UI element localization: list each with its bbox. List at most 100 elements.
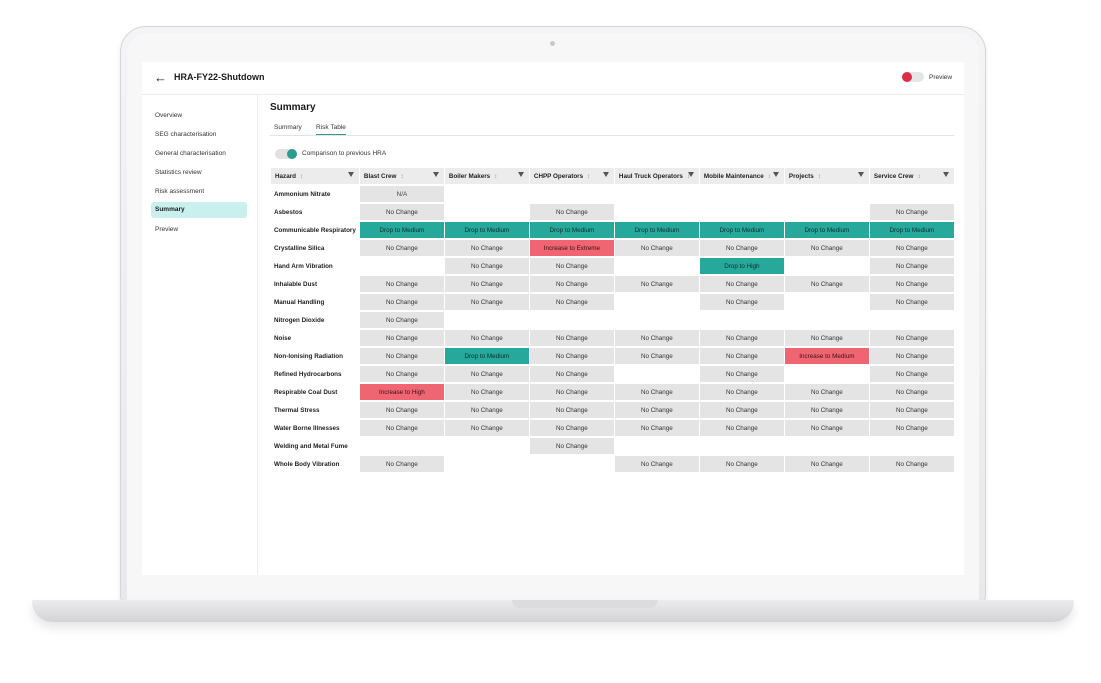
risk-cell[interactable]: No Change — [699, 276, 784, 292]
risk-cell[interactable]: No Change — [699, 240, 784, 256]
filter-icon[interactable] — [857, 172, 864, 177]
risk-cell[interactable]: No Change — [444, 240, 529, 256]
risk-cell[interactable]: No Change — [529, 258, 614, 274]
comparison-toggle[interactable] — [275, 149, 297, 159]
risk-cell[interactable]: No Change — [529, 294, 614, 310]
risk-cell[interactable]: No Change — [614, 330, 699, 346]
filter-icon[interactable] — [517, 172, 524, 177]
risk-cell[interactable]: No Change — [614, 348, 699, 364]
filter-icon[interactable] — [772, 172, 779, 177]
sidebar-item-general-characterisation[interactable]: General characterisation — [155, 150, 226, 157]
sidebar-item-risk-assessment[interactable]: Risk assessment — [155, 188, 205, 195]
risk-cell[interactable]: No Change — [359, 204, 444, 220]
risk-cell[interactable]: No Change — [359, 456, 444, 472]
risk-cell[interactable]: No Change — [869, 294, 954, 310]
risk-cell[interactable]: No Change — [444, 402, 529, 418]
risk-cell[interactable]: No Change — [359, 276, 444, 292]
risk-cell[interactable]: No Change — [614, 276, 699, 292]
risk-cell[interactable]: Drop to Medium — [784, 222, 869, 238]
risk-cell[interactable]: No Change — [444, 384, 529, 400]
risk-cell[interactable]: No Change — [359, 330, 444, 346]
column-header-haul-truck-operators[interactable]: Haul Truck Operators ↕ — [614, 168, 699, 184]
risk-cell[interactable]: No Change — [699, 294, 784, 310]
filter-icon[interactable] — [687, 172, 694, 177]
sidebar-item-summary[interactable]: Summary — [151, 202, 247, 218]
risk-cell[interactable]: Drop to Medium — [699, 222, 784, 238]
risk-cell[interactable]: Drop to Medium — [529, 222, 614, 238]
risk-cell[interactable]: No Change — [699, 330, 784, 346]
risk-cell[interactable]: No Change — [359, 420, 444, 436]
risk-cell[interactable]: No Change — [869, 456, 954, 472]
sort-icon[interactable]: ↕ — [817, 173, 821, 180]
sidebar-item-preview[interactable]: Preview — [155, 226, 179, 233]
risk-cell[interactable]: No Change — [784, 420, 869, 436]
filter-icon[interactable] — [602, 172, 609, 177]
column-header-projects[interactable]: Projects ↕ — [784, 168, 869, 184]
risk-cell[interactable]: No Change — [699, 384, 784, 400]
risk-cell[interactable]: No Change — [784, 240, 869, 256]
sidebar-item-statistics-review[interactable]: Statistics review — [155, 169, 202, 176]
risk-cell[interactable]: No Change — [529, 348, 614, 364]
risk-cell[interactable]: No Change — [699, 420, 784, 436]
sort-icon[interactable]: ↕ — [400, 173, 404, 180]
back-arrow-icon[interactable]: ← — [154, 70, 167, 85]
risk-cell[interactable]: No Change — [359, 294, 444, 310]
column-header-mobile-maintenance[interactable]: Mobile Maintenance ↕ — [699, 168, 784, 184]
risk-cell[interactable]: No Change — [614, 456, 699, 472]
risk-cell[interactable]: No Change — [359, 240, 444, 256]
column-header-blast-crew[interactable]: Blast Crew ↕ — [359, 168, 444, 184]
risk-cell[interactable]: No Change — [614, 420, 699, 436]
risk-cell[interactable]: Drop to Medium — [444, 348, 529, 364]
risk-cell[interactable]: No Change — [699, 456, 784, 472]
risk-cell[interactable]: No Change — [699, 348, 784, 364]
risk-cell[interactable]: No Change — [529, 402, 614, 418]
risk-cell[interactable]: Increase to Medium — [784, 348, 869, 364]
risk-cell[interactable]: No Change — [699, 366, 784, 382]
preview-toggle[interactable] — [902, 72, 924, 82]
risk-cell[interactable]: No Change — [359, 402, 444, 418]
risk-cell[interactable]: N/A — [359, 186, 444, 202]
risk-cell[interactable]: No Change — [869, 276, 954, 292]
risk-cell[interactable]: No Change — [869, 348, 954, 364]
risk-cell[interactable]: No Change — [869, 366, 954, 382]
risk-cell[interactable]: No Change — [784, 402, 869, 418]
risk-cell[interactable]: No Change — [614, 402, 699, 418]
risk-cell[interactable]: Increase to Extreme — [529, 240, 614, 256]
risk-cell[interactable]: No Change — [869, 330, 954, 346]
risk-cell[interactable]: No Change — [699, 402, 784, 418]
risk-cell[interactable]: No Change — [359, 366, 444, 382]
risk-cell[interactable]: No Change — [529, 330, 614, 346]
risk-cell[interactable]: No Change — [444, 258, 529, 274]
sidebar-item-overview[interactable]: Overview — [155, 112, 183, 119]
risk-cell[interactable]: No Change — [444, 276, 529, 292]
risk-cell[interactable]: No Change — [529, 276, 614, 292]
risk-cell[interactable]: No Change — [869, 240, 954, 256]
column-header-chpp-operators[interactable]: CHPP Operators ↕ — [529, 168, 614, 184]
risk-cell[interactable]: No Change — [784, 330, 869, 346]
risk-cell[interactable]: No Change — [869, 402, 954, 418]
risk-cell[interactable]: No Change — [529, 420, 614, 436]
risk-cell[interactable]: No Change — [869, 420, 954, 436]
risk-cell[interactable]: No Change — [359, 348, 444, 364]
sort-icon[interactable]: ↕ — [494, 173, 498, 180]
risk-cell[interactable]: No Change — [359, 312, 444, 328]
risk-cell[interactable]: No Change — [444, 294, 529, 310]
risk-cell[interactable]: No Change — [869, 258, 954, 274]
tab-summary[interactable]: Summary — [274, 124, 302, 131]
column-header-hazard[interactable]: Hazard ↕ — [271, 168, 359, 184]
risk-cell[interactable]: No Change — [529, 204, 614, 220]
risk-cell[interactable]: No Change — [529, 384, 614, 400]
risk-cell[interactable]: Drop to Medium — [444, 222, 529, 238]
risk-cell[interactable]: No Change — [784, 276, 869, 292]
risk-cell[interactable]: Drop to Medium — [359, 222, 444, 238]
risk-cell[interactable]: No Change — [869, 384, 954, 400]
sort-icon[interactable]: ↕ — [767, 173, 771, 180]
column-header-boiler-makers[interactable]: Boiler Makers ↕ — [444, 168, 529, 184]
risk-cell[interactable]: Drop to Medium — [869, 222, 954, 238]
column-header-service-crew[interactable]: Service Crew ↕ — [869, 168, 954, 184]
risk-cell[interactable]: No Change — [529, 366, 614, 382]
filter-icon[interactable] — [347, 172, 354, 177]
risk-cell[interactable]: No Change — [529, 438, 614, 454]
risk-cell[interactable]: No Change — [784, 456, 869, 472]
risk-cell[interactable]: No Change — [444, 366, 529, 382]
